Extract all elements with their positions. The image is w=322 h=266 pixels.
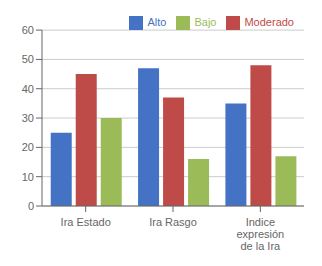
svg-text:50: 50: [22, 53, 34, 65]
svg-text:30: 30: [22, 112, 34, 124]
html-text:Bajo: Bajo: [194, 16, 217, 28]
svg-text:Ira Rasgo: Ira Rasgo: [149, 216, 197, 228]
svg-text:20: 20: [22, 141, 34, 153]
svg-text:10: 10: [22, 171, 34, 183]
html-text:Alto: Alto: [147, 16, 167, 28]
svg-text:Ira Estado: Ira Estado: [61, 216, 111, 228]
svg-text:60: 60: [22, 24, 34, 36]
svg-text:40: 40: [22, 83, 34, 95]
svg-text:0: 0: [28, 200, 34, 212]
html-text:Moderado: Moderado: [244, 16, 294, 28]
svg-text:Indiceexpresiónde la Ira: Indiceexpresiónde la Ira: [236, 216, 284, 252]
